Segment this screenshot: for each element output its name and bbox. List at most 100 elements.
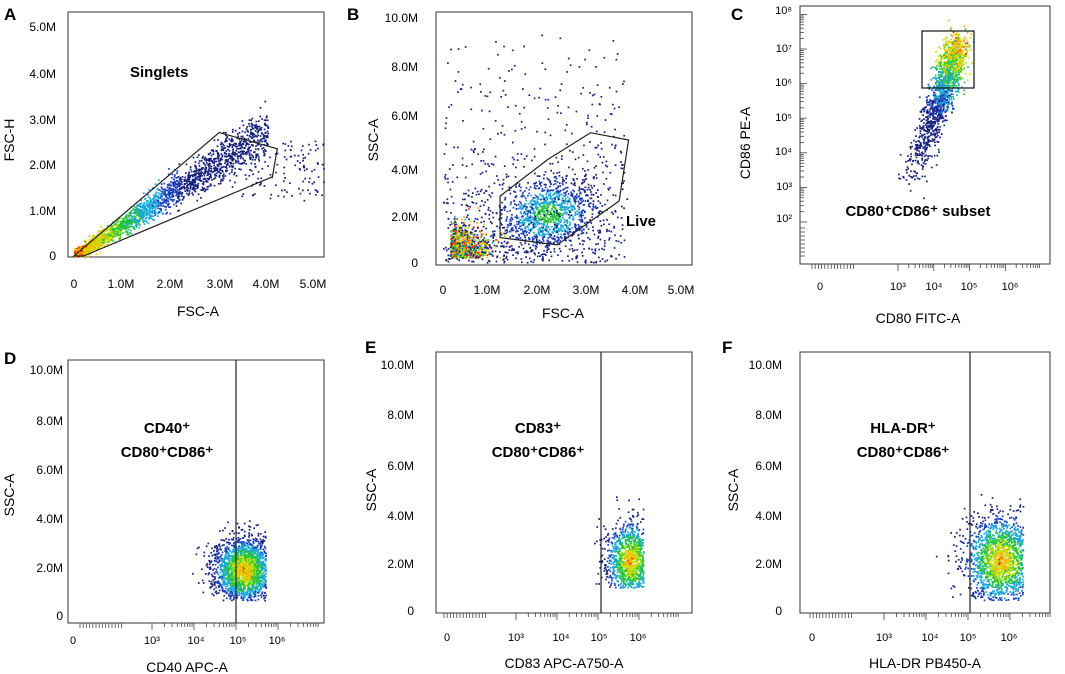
panel-b-event	[534, 205, 537, 208]
panel-b-event	[555, 156, 558, 159]
panel-a-event	[246, 151, 248, 153]
panel-a-event	[171, 200, 174, 203]
panel-a-event	[300, 149, 303, 152]
panel-a-event	[228, 138, 231, 141]
panel-a-event	[204, 172, 207, 174]
panel-b-event	[458, 243, 461, 245]
panel-b-event	[554, 218, 557, 221]
panel-a-event	[122, 225, 125, 228]
panel-b-event	[528, 94, 531, 96]
panel-b-event	[621, 228, 624, 231]
panel-a-event	[167, 173, 170, 176]
panel-b-event	[593, 261, 595, 264]
panel-b-event	[489, 221, 492, 223]
panel-a-event	[150, 217, 153, 220]
panel-b-event	[480, 236, 483, 239]
panel-b-event	[455, 235, 458, 237]
panel-b-event	[545, 215, 547, 218]
panel-b-event	[568, 197, 571, 200]
panel-a-event	[216, 164, 219, 167]
panel-a-event	[198, 154, 200, 156]
panel-a-event	[263, 140, 266, 142]
panel-b-event	[465, 249, 468, 251]
panel-a-event	[241, 151, 244, 153]
panel-b-event	[456, 239, 459, 241]
panel-b-event	[535, 195, 538, 198]
panel-b-event	[455, 223, 458, 226]
panel-b-event	[450, 250, 453, 253]
panel-b-event	[534, 211, 537, 214]
panel-a-event	[262, 150, 265, 152]
panel-b-event	[467, 254, 470, 257]
panel-a-event	[299, 161, 301, 164]
panel-a-event	[79, 253, 81, 255]
panel-a-event	[172, 188, 174, 191]
panel-a-event	[108, 236, 110, 238]
panel-a-event	[136, 204, 139, 207]
panel-b-event	[554, 191, 556, 194]
panel-a-event	[110, 227, 112, 230]
panel-a-ytick-label: 1.0M	[29, 204, 56, 218]
panel-a-event	[143, 204, 145, 207]
panel-a-xtick-label: 5.0M	[300, 277, 327, 291]
panel-b-event	[535, 246, 538, 248]
panel-a-event	[165, 202, 167, 204]
panel-b-event	[454, 238, 457, 241]
panel-a-y-axis-label: FSC-H	[1, 119, 17, 162]
panel-b-event	[472, 236, 475, 238]
panel-b-event	[454, 236, 457, 239]
panel-a-event	[243, 162, 246, 164]
panel-b-event	[501, 188, 504, 190]
panel-b-event	[568, 206, 571, 208]
panel-a-event	[180, 187, 183, 189]
panel-a-event	[109, 229, 112, 231]
panel-b-event	[524, 190, 526, 192]
panel-a-event	[248, 123, 250, 125]
panel-a-event	[112, 234, 114, 236]
panel-b-event	[571, 258, 574, 260]
panel-a-event	[220, 141, 223, 144]
panel-a-event	[187, 194, 190, 196]
panel-b-event	[479, 240, 482, 243]
panel-a-event	[163, 190, 166, 193]
panel-b-event	[569, 228, 571, 230]
panel-a-event	[126, 233, 128, 236]
panel-a-event	[230, 162, 233, 164]
panel-b-event	[580, 202, 582, 204]
panel-a-event	[134, 224, 137, 227]
panel-b-event	[482, 240, 485, 242]
panel-b-event	[553, 235, 556, 237]
panel-a-event	[141, 213, 143, 216]
panel-b-event	[463, 241, 465, 244]
panel-a-event	[115, 228, 118, 231]
panel-b-event	[548, 244, 551, 247]
panel-a-event	[223, 144, 225, 147]
panel-b-event	[465, 235, 467, 237]
panel-b-event	[504, 198, 506, 201]
panel-b-event	[584, 200, 587, 202]
panel-a-event	[128, 225, 131, 228]
panel-a-event	[240, 150, 243, 153]
panel-a-event	[242, 157, 244, 160]
panel-a-event	[259, 107, 262, 109]
panel-a-event	[231, 164, 233, 167]
panel-a-event	[238, 144, 241, 147]
panel-a-event	[229, 165, 231, 168]
panel-a-event	[102, 242, 105, 244]
panel-a-event	[142, 206, 144, 209]
panel-a-event	[107, 232, 109, 235]
panel-a-event	[124, 221, 127, 224]
panel-b-event	[463, 233, 465, 235]
panel-b-event	[500, 242, 503, 244]
panel-a-event	[212, 161, 214, 164]
panel-a-event	[101, 236, 104, 239]
panel-b-event	[470, 252, 473, 255]
panel-a-event	[162, 205, 164, 207]
panel-a-event	[98, 230, 101, 232]
panel-a-event	[125, 226, 127, 229]
panel-a-event	[169, 206, 172, 208]
panel-b-event	[556, 219, 558, 221]
panel-a-event	[213, 160, 216, 162]
panel-a-event	[193, 179, 196, 181]
panel-b-event	[535, 205, 538, 208]
